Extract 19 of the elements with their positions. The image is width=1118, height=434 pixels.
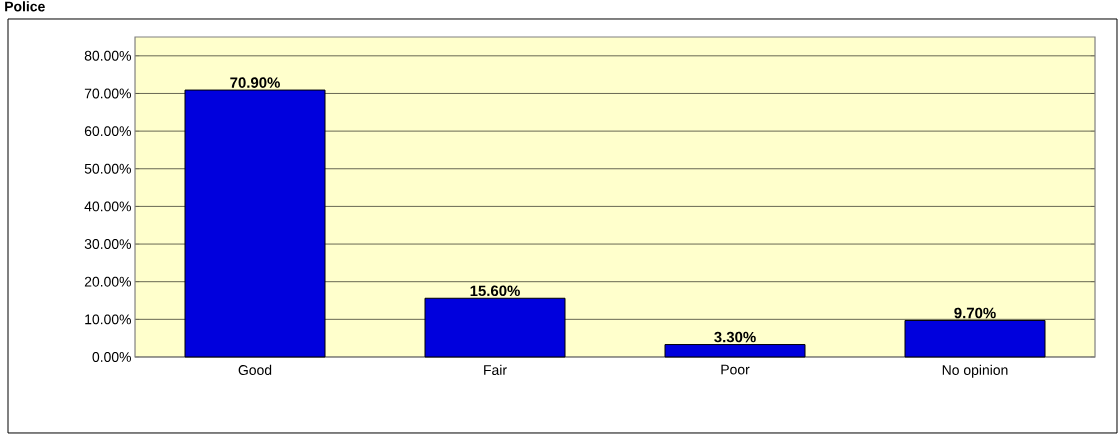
data-label: 70.90% xyxy=(230,77,280,88)
y-tick-label: 60.00% xyxy=(84,126,131,137)
data-label: 3.30% xyxy=(714,331,756,343)
x-tick-label: Poor xyxy=(721,364,750,375)
x-tick-label: Good xyxy=(238,364,272,375)
y-tick-label: 10.00% xyxy=(85,314,131,325)
data-label: 15.60% xyxy=(470,285,520,297)
y-tick-label: 40.00% xyxy=(84,201,131,212)
chart-title: Police xyxy=(5,1,45,12)
x-tick-label: No opinion xyxy=(942,364,1008,378)
y-tick-label: 70.00% xyxy=(84,88,131,99)
data-label: 9.70% xyxy=(954,307,996,319)
y-tick-label: 20.00% xyxy=(84,276,131,287)
bar xyxy=(664,344,806,358)
y-tick-label: 0.00% xyxy=(92,352,131,362)
y-tick-label: 80.00% xyxy=(84,50,131,61)
x-tick-label: Fair xyxy=(484,364,507,375)
y-tick-label: 30.00% xyxy=(84,239,131,249)
y-tick-label: 50.00% xyxy=(84,163,131,174)
